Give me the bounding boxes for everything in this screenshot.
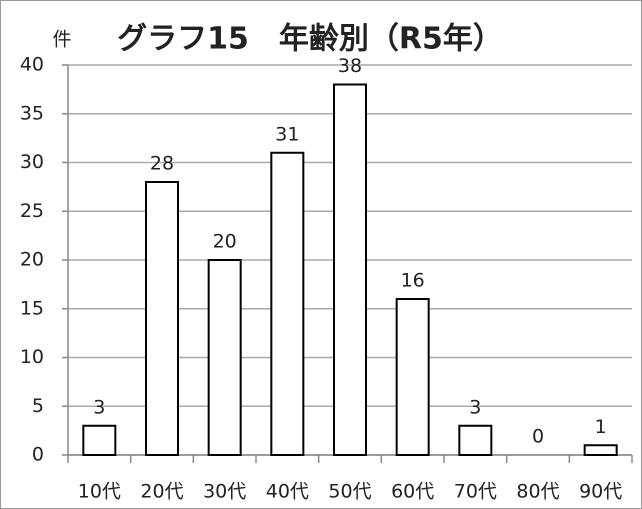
bar [82, 424, 117, 456]
y-tick-label: 40 [20, 54, 44, 76]
x-tick-label: 90代 [579, 481, 622, 503]
x-tick-label: 70代 [454, 481, 497, 503]
data-label: 16 [401, 270, 425, 292]
x-tick-label: 40代 [266, 481, 309, 503]
y-tick-label: 25 [20, 200, 44, 222]
bar [458, 424, 493, 456]
y-tick-label: 35 [20, 102, 44, 124]
data-label: 31 [275, 123, 299, 145]
data-label: 28 [150, 153, 174, 175]
x-tick-label: 30代 [203, 481, 246, 503]
x-tick-label: 20代 [140, 481, 183, 503]
y-tick-label: 5 [32, 395, 44, 417]
data-label: 3 [469, 396, 481, 418]
data-label: 38 [338, 55, 362, 77]
x-tick-label: 80代 [516, 481, 559, 503]
y-tick-label: 15 [20, 297, 44, 319]
data-label: 1 [595, 416, 607, 438]
bar [145, 181, 179, 456]
data-label: 3 [93, 396, 105, 418]
bar [583, 444, 618, 456]
y-axis-label: 件 [52, 29, 71, 51]
y-tick-label: 20 [20, 249, 44, 271]
y-tick-label: 0 [32, 444, 44, 466]
bar [207, 259, 242, 456]
data-label: 20 [213, 231, 237, 253]
y-tick-label: 10 [20, 346, 44, 368]
bar [395, 298, 430, 456]
bar [333, 83, 367, 456]
y-tick-label: 30 [20, 151, 44, 173]
x-tick-label: 60代 [391, 481, 434, 503]
data-label: 0 [532, 426, 544, 448]
chart-title: グラフ15 年齢別（R5年） [117, 22, 503, 57]
bar [270, 151, 305, 456]
x-tick-label: 10代 [78, 481, 121, 503]
x-tick-label: 50代 [328, 481, 371, 503]
